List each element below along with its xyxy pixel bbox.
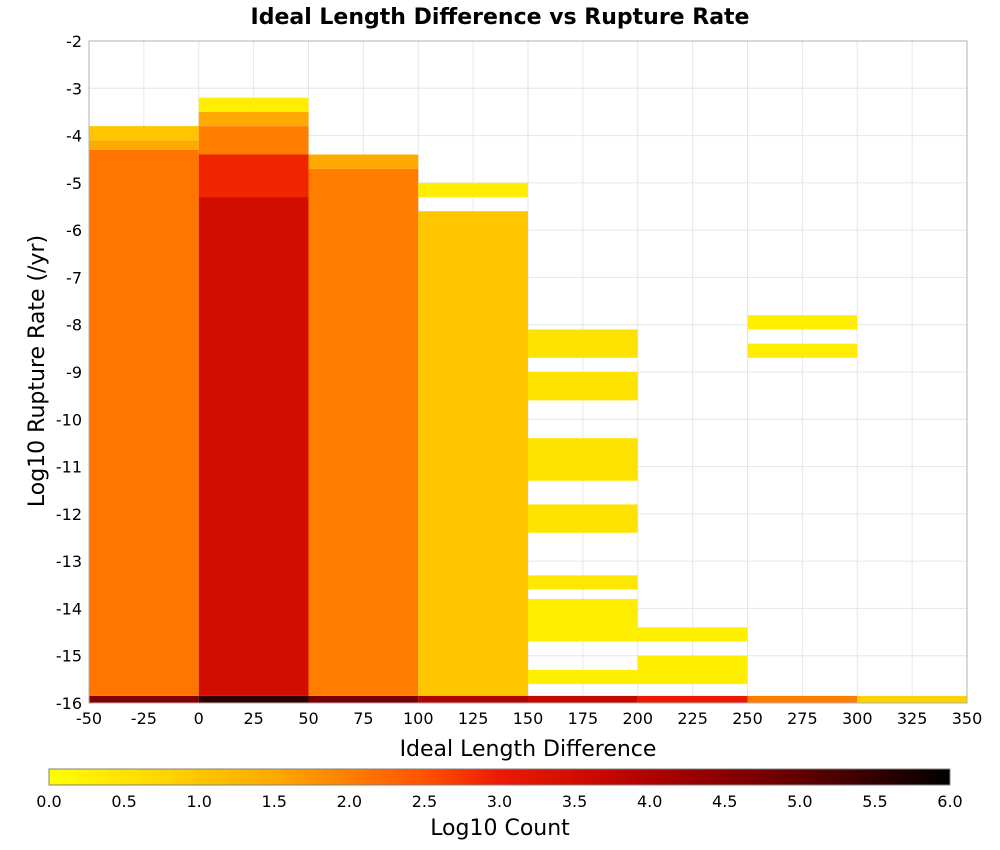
plot-border: [88, 40, 968, 704]
x-tick-label: 300: [842, 709, 873, 728]
colorbar-gradient: [48, 768, 951, 786]
colorbar-tick-label: 2.0: [337, 792, 362, 811]
colorbar: 0.0 0.5 1.0 1.5 2.0 2.5 3.0 3.5 4.0 4.5 5.0 5.5 6.0: [36, 768, 963, 811]
colorbar-label: Log10 Count: [430, 816, 570, 841]
y-tick-label: -5: [66, 174, 82, 193]
y-tick-label: -7: [66, 268, 82, 287]
x-tick-label: -25: [131, 709, 157, 728]
heatmap-cell: [637, 655, 748, 685]
colorbar-tick-label: 5.5: [862, 792, 887, 811]
x-axis-label: Ideal Length Difference: [400, 737, 657, 762]
x-tick-label: 100: [403, 709, 434, 728]
colorbar-tick-label: 1.0: [186, 792, 211, 811]
heatmap-cell: [637, 627, 748, 642]
heatmap-cell: [89, 149, 199, 696]
x-tick-label: 125: [458, 709, 489, 728]
heatmap-cell: [89, 126, 199, 141]
x-tick-label: 0: [194, 709, 204, 728]
heatmap-cell: [89, 695, 199, 703]
x-tick-label: 325: [897, 709, 928, 728]
heatmap-cell: [198, 197, 309, 696]
heatmap-cell: [418, 695, 528, 703]
heatmap-cell: [418, 182, 528, 198]
heatmap-cell: [747, 315, 858, 330]
heatmap-cell: [198, 695, 309, 703]
x-tick-label: 150: [513, 709, 544, 728]
chart-title: Ideal Length Difference vs Rupture Rate: [251, 5, 750, 30]
heatmap-cell: [89, 140, 199, 150]
colorbar-tick-label: 4.0: [637, 792, 662, 811]
colorbar-tick-label: 0.5: [111, 792, 136, 811]
y-tick-label: -12: [56, 505, 82, 524]
x-tick-label: 75: [353, 709, 373, 728]
x-tick-label: 225: [677, 709, 708, 728]
heatmap-cell: [528, 598, 638, 642]
y-tick-label: -4: [66, 127, 82, 146]
heatmap-cell: [528, 372, 638, 401]
x-tick-label: 50: [298, 709, 318, 728]
heatmap-cell: [747, 343, 858, 358]
heatmap-cell: [528, 669, 638, 685]
x-tick-label: 250: [732, 709, 763, 728]
heatmap-cell: [308, 154, 419, 169]
y-tick-label: -14: [56, 599, 82, 618]
y-tick-label: -10: [56, 410, 82, 429]
x-tick-label: 350: [952, 709, 983, 728]
x-tick-label: 25: [243, 709, 263, 728]
colorbar-tick-label: 3.5: [562, 792, 587, 811]
y-tick-label: -6: [66, 221, 82, 240]
y-axis-label: Log10 Rupture Rate (/yr): [25, 235, 50, 507]
y-tick-label: -11: [56, 458, 82, 477]
heatmap-cell: [747, 695, 858, 703]
colorbar-tick-label: 6.0: [937, 792, 962, 811]
x-tick-label: 200: [622, 709, 653, 728]
colorbar-tick-label: 4.5: [712, 792, 737, 811]
y-tick-label: -15: [56, 647, 82, 666]
plot-area: -50 -25 0 25 50 75 100 125 150 175 200 225 250 275 300…: [56, 32, 982, 728]
x-tick-label: 275: [787, 709, 818, 728]
heatmap-cell: [528, 695, 638, 703]
heatmap-cells: [89, 97, 967, 703]
colorbar-tick-label: 5.0: [787, 792, 812, 811]
heatmap-cell: [528, 504, 638, 533]
y-tick-label: -13: [56, 552, 82, 571]
heatmap-cell: [528, 329, 638, 358]
heatmap-cell: [857, 695, 967, 703]
y-tick-label: -8: [66, 316, 82, 335]
heatmap-cell: [528, 575, 638, 590]
heatmap-cell: [198, 111, 309, 127]
colorbar-tick-label: 2.5: [412, 792, 437, 811]
heatmap-cell: [198, 97, 309, 112]
heatmap-cell: [637, 695, 748, 703]
heatmap-cell: [528, 438, 638, 481]
heatmap-cell: [308, 695, 419, 703]
y-tick-label: -9: [66, 363, 82, 382]
x-tick-label: -50: [76, 709, 102, 728]
y-tick-label: -2: [66, 32, 82, 51]
y-tick-label: -16: [56, 694, 82, 713]
colorbar-tick-label: 3.0: [487, 792, 512, 811]
colorbar-tick-label: 1.5: [262, 792, 287, 811]
x-tick-label: 175: [568, 709, 599, 728]
y-tick-label: -3: [66, 79, 82, 98]
heatmap-cell: [418, 211, 528, 696]
colorbar-tick-label: 0.0: [36, 792, 61, 811]
heatmap-cell: [308, 168, 419, 696]
heatmap-cell: [198, 126, 309, 155]
heatmap-cell: [198, 154, 309, 198]
